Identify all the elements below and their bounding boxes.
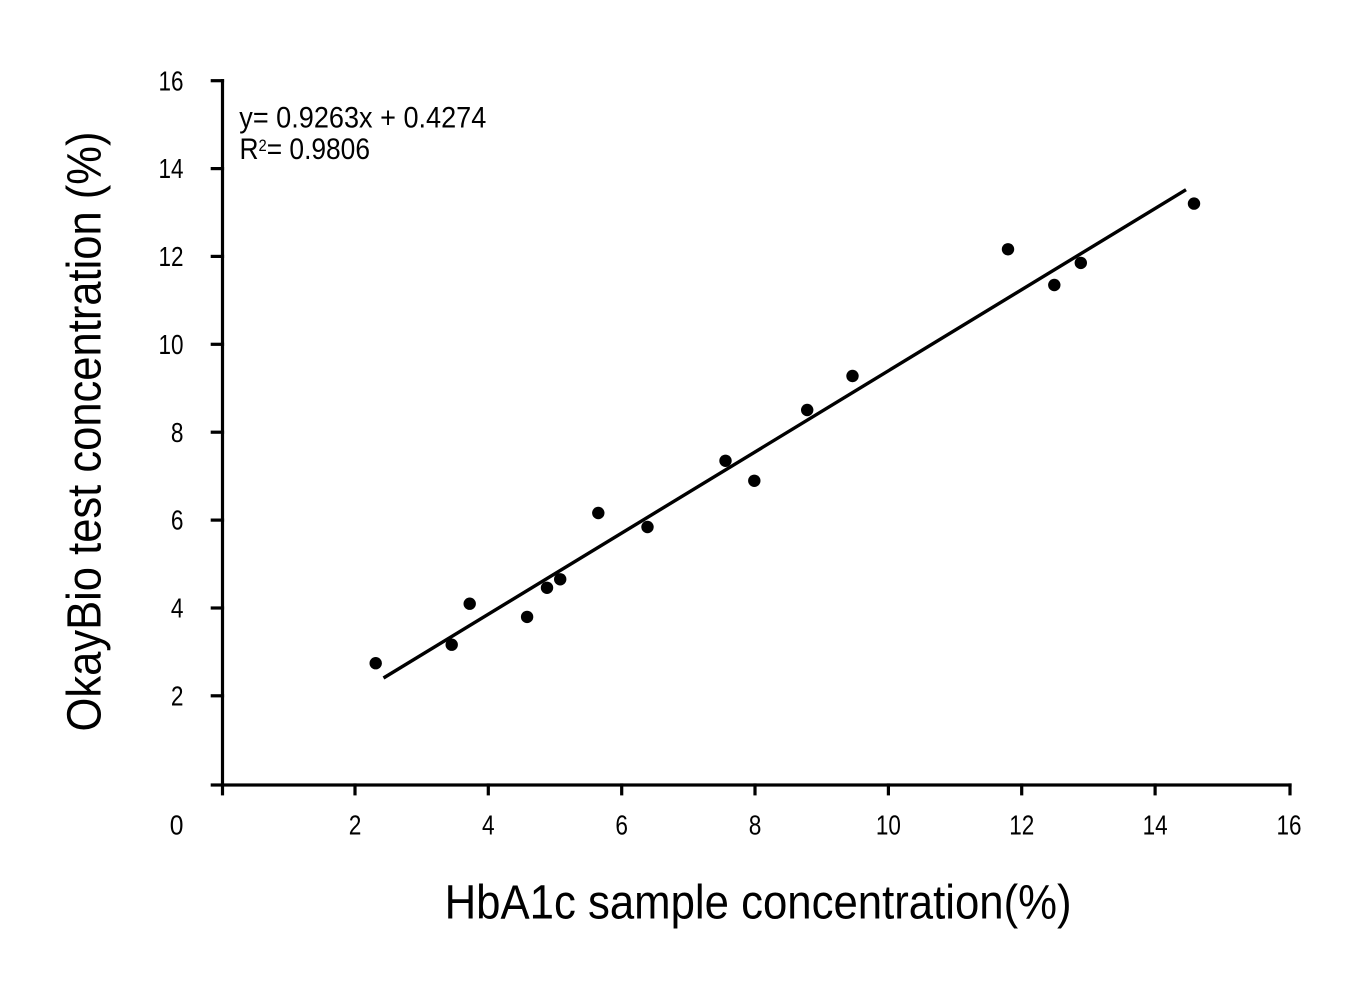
svg-text:12: 12	[159, 241, 184, 272]
svg-text:10: 10	[876, 810, 901, 841]
svg-text:6: 6	[615, 810, 628, 841]
svg-text:HbA1c sample concentration(%): HbA1c sample concentration(%)	[445, 876, 1072, 929]
svg-text:16: 16	[1277, 810, 1302, 841]
svg-text:16: 16	[159, 65, 184, 96]
svg-text:4: 4	[482, 810, 495, 841]
svg-text:2: 2	[349, 810, 362, 841]
svg-text:OkayBio test concentration (%): OkayBio test concentration (%)	[59, 132, 112, 732]
svg-text:14: 14	[159, 153, 184, 184]
svg-text:6: 6	[171, 505, 184, 536]
svg-text:8: 8	[171, 417, 184, 448]
svg-text:2: 2	[171, 680, 184, 711]
svg-text:y= 0.9263x + 0.4274: y= 0.9263x + 0.4274	[239, 101, 486, 134]
svg-text:8: 8	[749, 810, 762, 841]
svg-text:12: 12	[1009, 810, 1034, 841]
svg-text:4: 4	[171, 593, 184, 624]
svg-text:0: 0	[170, 810, 184, 841]
svg-text:14: 14	[1143, 810, 1168, 841]
svg-text:10: 10	[159, 329, 184, 360]
